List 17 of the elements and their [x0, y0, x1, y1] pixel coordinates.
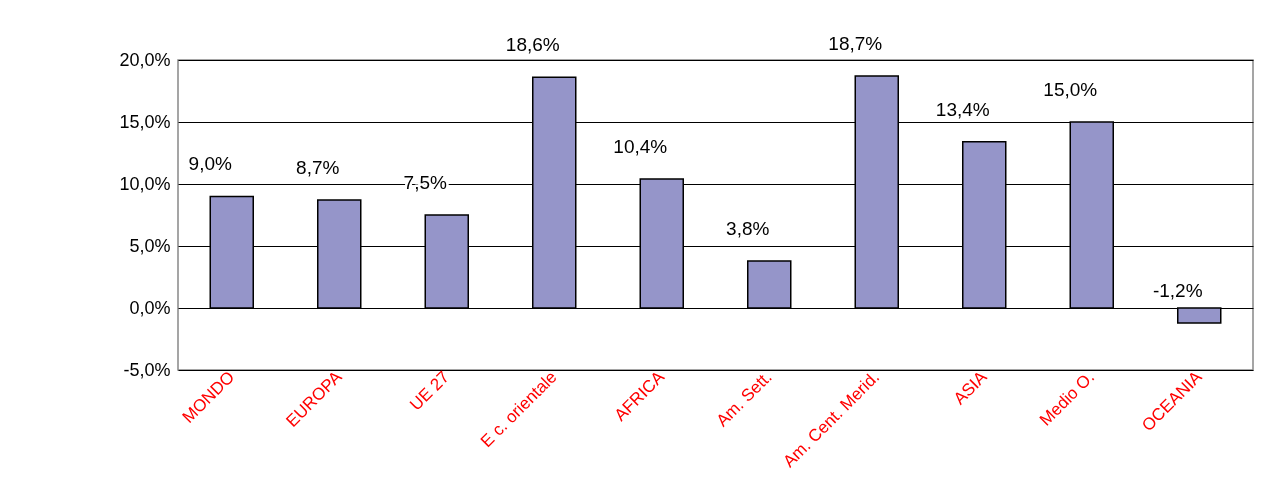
data-label: 13,4%	[935, 98, 990, 120]
y-tick-label: 5,0%	[129, 235, 171, 256]
data-label: 9,0%	[188, 153, 233, 175]
data-label: 18,6%	[505, 34, 560, 56]
y-tick-label: 20,0%	[119, 49, 171, 70]
data-label: 8,7%	[296, 157, 340, 179]
y-tick-label: 0,0%	[129, 297, 171, 318]
data-label: 10,4%	[613, 136, 668, 158]
x-tick-label: UE 27	[406, 367, 454, 415]
y-tick-label: 15,0%	[119, 111, 171, 132]
data-label: 18,7%	[828, 33, 883, 55]
data-label: -1,2%	[1152, 279, 1203, 301]
x-tick-label: Am. Sett.	[712, 367, 776, 431]
data-label: 15,0%	[1043, 79, 1098, 100]
y-tick-label: -5,0%	[123, 359, 171, 380]
data-label: 3,8%	[726, 217, 770, 239]
y-tick-label: 10,0%	[119, 173, 171, 194]
